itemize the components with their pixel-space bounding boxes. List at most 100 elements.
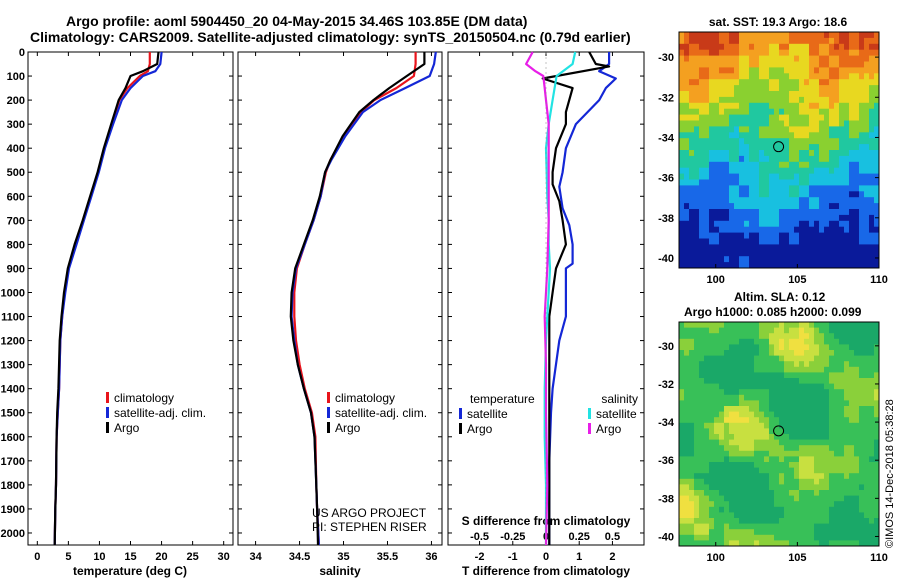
map-cell (834, 32, 840, 39)
map-cell (764, 220, 770, 228)
map-cell (834, 102, 840, 110)
map-cell (769, 114, 775, 121)
map-cell (784, 73, 790, 80)
map-cell (684, 501, 690, 508)
map-cell (689, 232, 695, 239)
map-cell (859, 529, 865, 536)
map-cell (789, 333, 795, 340)
map-cell (684, 327, 690, 334)
map-cell (814, 49, 820, 56)
map-cell (809, 250, 815, 257)
map-cell (739, 355, 745, 362)
map-cell (724, 495, 730, 502)
map-cell (679, 383, 685, 390)
map-cell (754, 490, 760, 496)
map-cell (709, 79, 715, 86)
map-cell (724, 185, 730, 192)
map-cell (689, 120, 695, 127)
map-cell (694, 350, 700, 356)
map-cell (864, 534, 870, 541)
map-cell (829, 495, 835, 502)
map-cell (794, 456, 800, 463)
map-cell (694, 67, 700, 74)
map-cell (804, 467, 810, 474)
map-cell (754, 344, 760, 351)
map-cell (704, 400, 710, 407)
map-cell (814, 37, 820, 45)
map-cell (829, 434, 835, 440)
map-cell (829, 256, 835, 263)
map-cell (744, 256, 750, 263)
map-cell (809, 49, 815, 56)
map-cell (714, 102, 720, 110)
map-cell (739, 322, 745, 328)
map-cell (859, 126, 865, 133)
map-cell (699, 214, 705, 222)
map-cell (874, 450, 880, 457)
map-cell (804, 256, 810, 263)
map-cell (779, 501, 785, 508)
map-cell (684, 450, 690, 457)
map-cell (679, 411, 685, 418)
map-cell (844, 434, 850, 440)
map-cell (724, 91, 730, 98)
x-tick-label: 34.5 (289, 551, 310, 563)
map-cell (679, 400, 685, 407)
map-cell (874, 185, 880, 192)
map-cell (779, 366, 785, 373)
map-cell (834, 214, 840, 222)
map-cell (709, 456, 715, 463)
map-cell (734, 161, 740, 169)
map-cell (734, 394, 740, 401)
map-cell (729, 138, 735, 145)
map-cell (719, 79, 725, 86)
map-cell (839, 144, 845, 151)
x-tick-label: 35.5 (377, 551, 398, 563)
map-cell (824, 256, 830, 263)
map-cell (794, 126, 800, 133)
map-cell (794, 338, 800, 345)
map-cell (744, 523, 750, 530)
map-cell (699, 366, 705, 373)
map-cell (799, 226, 805, 233)
map-cell (844, 529, 850, 536)
map-cell (839, 350, 845, 356)
map-cell (834, 43, 840, 51)
map-cell (714, 434, 720, 440)
map-cell (749, 450, 755, 457)
map-cell (679, 501, 685, 508)
map-cell (864, 445, 870, 452)
map-cell (854, 534, 860, 541)
map-cell (699, 232, 705, 239)
map-cell (709, 55, 715, 62)
map-cell (739, 366, 745, 373)
salinity-legend: climatology satellite-adj. clim. Argo (327, 391, 427, 435)
map-cell (744, 244, 750, 251)
map-cell (704, 120, 710, 127)
map-cell (819, 126, 825, 133)
map-cell (834, 333, 840, 340)
map-cell (729, 226, 735, 233)
map-cell (799, 523, 805, 530)
map-cell (874, 406, 880, 412)
map-cell (689, 445, 695, 452)
map-cell (789, 250, 795, 257)
map-cell (679, 173, 685, 180)
map-cell (684, 394, 690, 401)
map-cell (804, 411, 810, 418)
map-cell (769, 456, 775, 463)
legend-clim-swatch (106, 392, 109, 403)
map-cell (829, 55, 835, 62)
map-cell (714, 372, 720, 379)
map-cell (819, 456, 825, 463)
map-cell (714, 338, 720, 345)
map-cell (859, 439, 865, 446)
map-cell (724, 114, 730, 121)
map-cell (739, 37, 745, 45)
map-cell (724, 501, 730, 508)
map-cell (759, 484, 765, 491)
map-cell (709, 434, 715, 440)
map-cell (689, 372, 695, 379)
map-cell (869, 114, 875, 121)
map-cell (684, 361, 690, 368)
